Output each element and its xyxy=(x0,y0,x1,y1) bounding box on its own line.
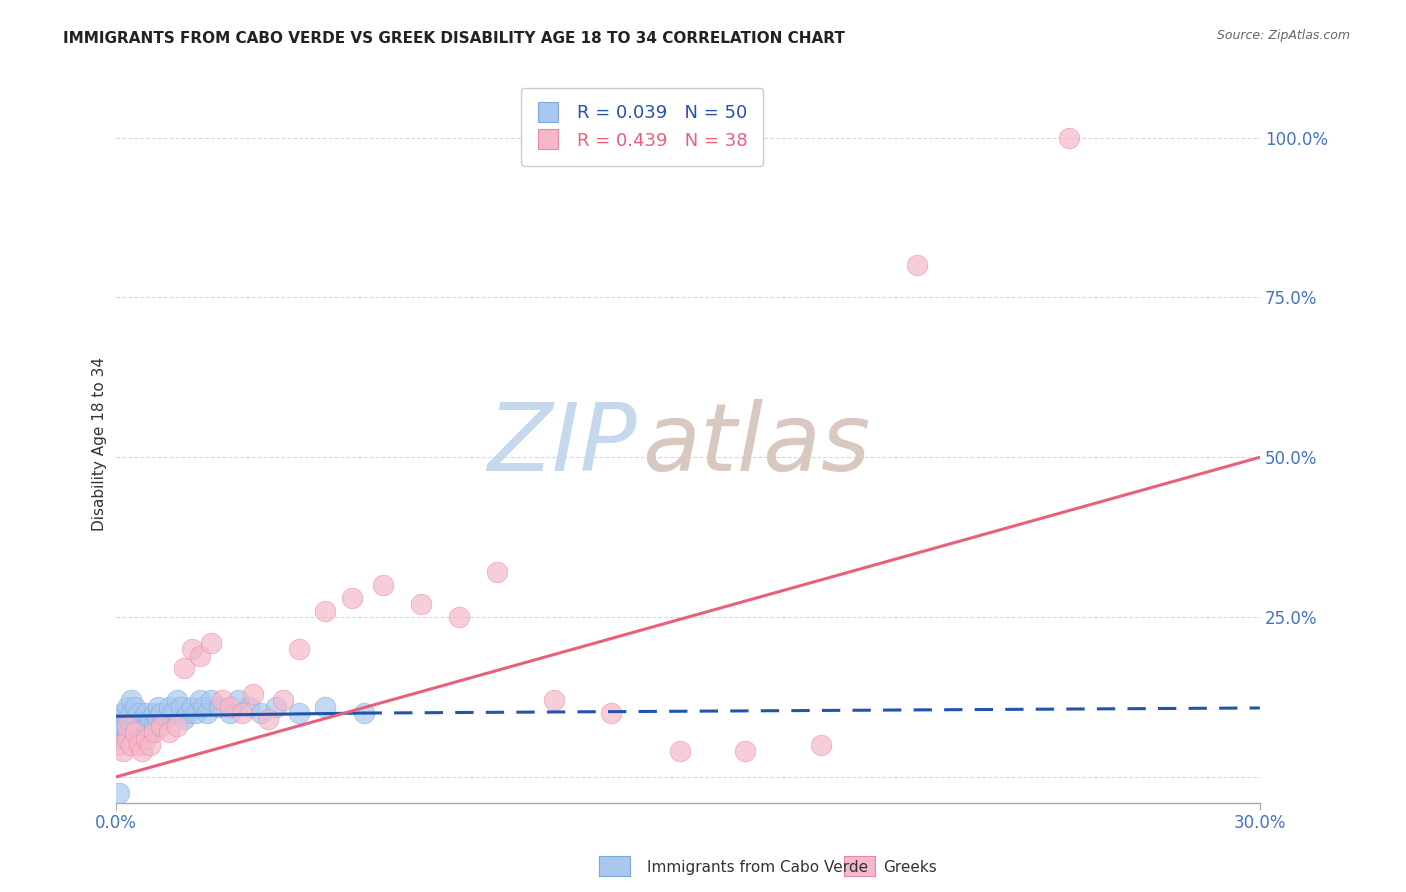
Point xyxy=(124,725,146,739)
Point xyxy=(112,731,135,746)
Point xyxy=(287,706,309,720)
Point xyxy=(128,738,150,752)
Point xyxy=(112,744,135,758)
Point xyxy=(112,719,135,733)
Point xyxy=(184,706,207,720)
Text: Source: ZipAtlas.com: Source: ZipAtlas.com xyxy=(1216,29,1350,42)
Point xyxy=(287,642,309,657)
Text: ZIP: ZIP xyxy=(486,399,637,490)
Point xyxy=(150,719,173,733)
Point xyxy=(211,693,233,707)
Point xyxy=(157,699,180,714)
Point xyxy=(447,610,470,624)
Point xyxy=(146,713,169,727)
Point xyxy=(128,706,150,720)
Point xyxy=(177,706,200,720)
Point xyxy=(120,738,142,752)
Point xyxy=(195,706,218,720)
Text: Greeks: Greeks xyxy=(883,860,936,874)
Point xyxy=(135,719,157,733)
Point xyxy=(115,719,138,733)
Point xyxy=(371,578,394,592)
Point xyxy=(120,706,142,720)
Point xyxy=(124,699,146,714)
Point xyxy=(188,693,211,707)
Point xyxy=(139,713,162,727)
Point xyxy=(120,719,142,733)
Point xyxy=(905,259,928,273)
Point xyxy=(108,713,131,727)
Point xyxy=(257,713,280,727)
Y-axis label: Disability Age 18 to 34: Disability Age 18 to 34 xyxy=(93,358,107,532)
Point xyxy=(166,719,188,733)
Point xyxy=(314,699,336,714)
Point xyxy=(135,731,157,746)
Point xyxy=(112,706,135,720)
Point xyxy=(188,648,211,663)
Point xyxy=(142,706,165,720)
Point xyxy=(734,744,756,758)
Point xyxy=(669,744,692,758)
Point xyxy=(124,725,146,739)
Point xyxy=(409,598,432,612)
Point xyxy=(115,699,138,714)
Point xyxy=(208,699,231,714)
Point xyxy=(169,699,191,714)
Text: atlas: atlas xyxy=(643,399,870,490)
Point xyxy=(124,713,146,727)
Point xyxy=(128,719,150,733)
Point xyxy=(150,706,173,720)
Point xyxy=(131,713,153,727)
Point xyxy=(226,693,249,707)
Point xyxy=(157,725,180,739)
Point xyxy=(1057,130,1080,145)
Point xyxy=(166,693,188,707)
Point xyxy=(108,725,131,739)
Point xyxy=(131,725,153,739)
Point xyxy=(219,699,242,714)
Point xyxy=(543,693,565,707)
Point xyxy=(108,786,131,800)
Point xyxy=(340,591,363,605)
Point xyxy=(231,706,253,720)
Point xyxy=(314,604,336,618)
Point xyxy=(273,693,295,707)
Point xyxy=(142,725,165,739)
Point xyxy=(115,731,138,746)
Point xyxy=(142,719,165,733)
Point xyxy=(200,693,222,707)
Text: Immigrants from Cabo Verde: Immigrants from Cabo Verde xyxy=(647,860,868,874)
Point xyxy=(131,744,153,758)
Point xyxy=(242,687,264,701)
Legend: R = 0.039   N = 50, R = 0.439   N = 38: R = 0.039 N = 50, R = 0.439 N = 38 xyxy=(520,88,763,166)
Point xyxy=(219,706,242,720)
Point xyxy=(135,706,157,720)
Point xyxy=(193,699,215,714)
Point xyxy=(200,636,222,650)
Point xyxy=(181,642,204,657)
Point xyxy=(600,706,623,720)
Point xyxy=(108,738,131,752)
Point xyxy=(238,699,260,714)
Point xyxy=(162,706,184,720)
Point xyxy=(353,706,375,720)
Point xyxy=(146,699,169,714)
Point xyxy=(139,725,162,739)
Text: IMMIGRANTS FROM CABO VERDE VS GREEK DISABILITY AGE 18 TO 34 CORRELATION CHART: IMMIGRANTS FROM CABO VERDE VS GREEK DISA… xyxy=(63,31,845,46)
Point xyxy=(810,738,832,752)
Point xyxy=(155,713,177,727)
Point xyxy=(115,713,138,727)
Point xyxy=(139,738,162,752)
Point xyxy=(264,699,287,714)
Point xyxy=(173,713,195,727)
Point xyxy=(181,699,204,714)
Point xyxy=(486,566,509,580)
Point xyxy=(115,725,138,739)
Point xyxy=(120,693,142,707)
Point xyxy=(173,661,195,675)
Point xyxy=(249,706,271,720)
